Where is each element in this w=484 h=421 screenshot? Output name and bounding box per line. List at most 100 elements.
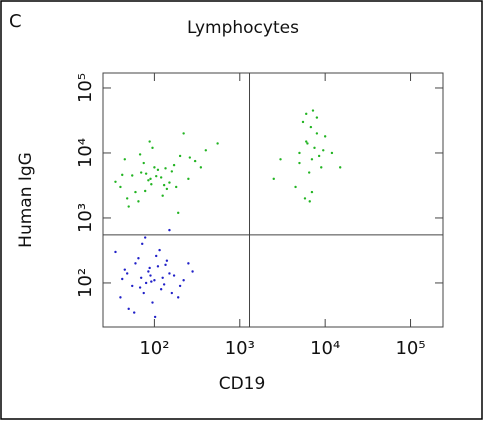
chart-title: Lymphocytes (187, 18, 299, 38)
point (330, 151, 334, 155)
x-tick-label: 10⁴ (310, 338, 340, 359)
point (156, 265, 160, 268)
point (165, 187, 169, 191)
point (139, 171, 143, 174)
point (272, 177, 275, 181)
plot-area (102, 72, 444, 328)
point (315, 132, 319, 135)
point (182, 279, 185, 282)
point (187, 262, 190, 265)
point (199, 166, 203, 169)
point (168, 272, 171, 275)
point (162, 283, 166, 286)
point (158, 248, 161, 252)
point (149, 177, 152, 181)
point (153, 166, 156, 169)
point (119, 296, 122, 299)
x-tick-label: 10⁵ (395, 338, 425, 359)
point (162, 183, 166, 187)
point (127, 307, 130, 311)
point (143, 236, 147, 239)
point (315, 116, 319, 119)
point (178, 154, 182, 158)
point (305, 140, 308, 143)
point (131, 284, 134, 288)
point (168, 181, 171, 184)
point (141, 242, 144, 246)
point (317, 154, 321, 158)
point (148, 140, 151, 143)
point (147, 270, 150, 273)
point (309, 125, 313, 129)
point (119, 185, 122, 189)
point (216, 142, 219, 145)
point (138, 286, 142, 289)
point (187, 177, 190, 181)
point (307, 171, 311, 174)
point (310, 158, 314, 161)
point (311, 109, 315, 112)
point (125, 197, 129, 200)
point (298, 161, 301, 165)
point (153, 279, 156, 282)
point (121, 173, 124, 177)
point (323, 135, 327, 138)
point (144, 281, 148, 285)
point (301, 120, 305, 124)
y-tick-label: 10² (75, 268, 96, 298)
x-tick-label: 10³ (225, 338, 255, 359)
point (114, 250, 117, 254)
point (174, 185, 178, 189)
y-tick-label: 10⁵ (75, 73, 96, 103)
point (148, 266, 151, 270)
point (134, 262, 137, 265)
point (155, 174, 158, 178)
point (193, 159, 197, 163)
point (127, 205, 130, 208)
point (121, 277, 124, 281)
point (161, 276, 164, 280)
point (168, 228, 171, 232)
point (150, 280, 153, 283)
y-tick-label: 10³ (75, 203, 96, 233)
point (188, 156, 192, 159)
point (153, 315, 157, 319)
point (159, 288, 163, 291)
point (123, 268, 126, 271)
point (178, 284, 182, 288)
point (298, 151, 301, 155)
point (294, 185, 297, 189)
point (150, 183, 153, 186)
point (137, 257, 140, 260)
point (191, 270, 194, 273)
point (155, 254, 158, 258)
point (149, 274, 152, 277)
y-axis-label: Human IgG (16, 152, 36, 248)
point (139, 276, 143, 280)
point (172, 274, 176, 277)
point (310, 190, 314, 194)
point (114, 180, 117, 184)
point (156, 168, 160, 172)
point (303, 197, 307, 200)
point (125, 272, 129, 275)
x-tick-label: 10² (139, 338, 169, 359)
point (147, 179, 150, 182)
point (159, 176, 163, 179)
point (161, 194, 164, 197)
point (133, 311, 136, 314)
y-tick-label: 10⁴ (75, 138, 96, 168)
point (322, 149, 325, 152)
point (151, 301, 154, 304)
point (177, 211, 180, 215)
point (138, 153, 142, 156)
point (123, 158, 126, 161)
point (172, 163, 176, 167)
point (142, 291, 145, 295)
point (182, 132, 185, 135)
point (306, 142, 309, 145)
point (279, 158, 282, 161)
point (170, 170, 174, 173)
